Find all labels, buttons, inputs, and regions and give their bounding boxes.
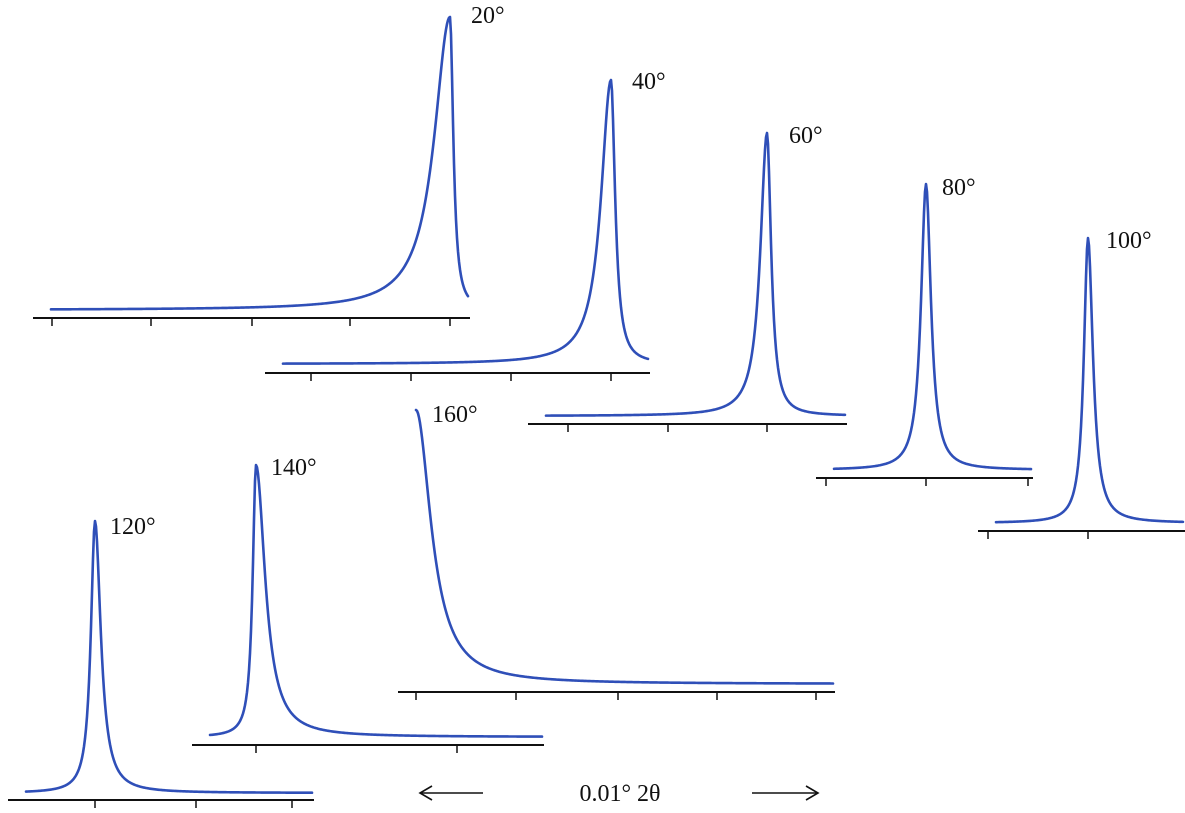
right-arrow-head	[805, 785, 820, 801]
peak-angle-label: 20°	[471, 3, 505, 29]
panel-4: 80°	[816, 175, 1033, 486]
panel-1: 20°	[33, 3, 505, 326]
profile-curve	[544, 131, 847, 417]
peak-angle-label: 100°	[1106, 228, 1152, 254]
scale-bar: 0.01° 2θ	[418, 781, 820, 807]
profile-curve	[24, 519, 314, 795]
panel-8: 160°	[398, 402, 835, 700]
peak-angle-label: 160°	[432, 402, 478, 428]
panel-7: 140°	[192, 455, 544, 753]
panels-group: 20° 40° 60° 80° 100° 120° 140° 160°	[8, 3, 1185, 808]
left-arrow-head	[418, 785, 433, 801]
scale-bar-label: 0.01° 2θ	[579, 781, 660, 807]
profile-curve	[832, 182, 1033, 471]
peak-angle-label: 80°	[942, 175, 976, 201]
panel-2: 40°	[265, 69, 666, 381]
peak-angle-label: 140°	[271, 455, 317, 481]
profile-curve	[49, 15, 470, 311]
profile-curve	[281, 78, 650, 365]
peak-angle-label: 60°	[789, 123, 823, 149]
panel-3: 60°	[528, 123, 847, 432]
profile-curve	[994, 236, 1185, 524]
peak-angle-label: 120°	[110, 514, 156, 540]
peak-angle-label: 40°	[632, 69, 666, 95]
panel-5: 100°	[978, 228, 1185, 539]
profile-curve	[208, 463, 544, 738]
panel-6: 120°	[8, 514, 314, 808]
profile-curve	[414, 408, 835, 685]
